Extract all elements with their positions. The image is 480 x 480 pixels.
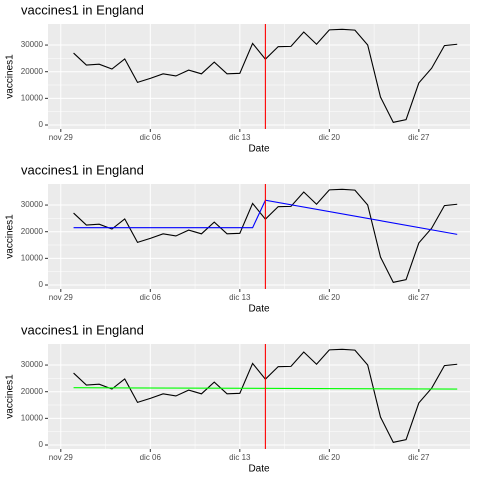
y-tick-label: 20000: [21, 67, 44, 76]
y-tick-label: 10000: [21, 93, 44, 102]
chart-title: vaccines1 in England: [21, 2, 144, 17]
chart-title: vaccines1 in England: [21, 322, 144, 337]
x-tick-label: dic 06: [140, 453, 162, 462]
y-tick-label: 20000: [21, 387, 44, 396]
x-tick-label: dic 27: [408, 453, 430, 462]
chart-title: vaccines1 in England: [21, 162, 144, 177]
plot-panel: [48, 24, 470, 129]
x-tick-label: dic 20: [319, 133, 341, 142]
x-tick-label: dic 06: [140, 133, 162, 142]
x-tick-label: dic 27: [408, 133, 430, 142]
x-tick-label: nov 29: [49, 293, 74, 302]
y-tick-label: 10000: [21, 253, 44, 262]
x-axis-title: Date: [248, 144, 270, 155]
y-axis-title: vaccines1: [5, 374, 16, 419]
x-tick-label: dic 13: [229, 133, 251, 142]
x-tick-label: dic 20: [319, 453, 341, 462]
x-tick-label: dic 13: [229, 453, 251, 462]
y-tick-label: 0: [39, 120, 44, 129]
plot-panel: [48, 344, 470, 449]
y-axis-title: vaccines1: [5, 214, 16, 259]
x-tick-label: dic 06: [140, 293, 162, 302]
y-tick-label: 30000: [21, 200, 44, 209]
series-line: [73, 199, 458, 235]
x-axis-title: Date: [248, 304, 270, 315]
y-tick-label: 10000: [21, 413, 44, 422]
x-tick-label: dic 13: [229, 293, 251, 302]
y-axis-title: vaccines1: [5, 54, 16, 99]
x-tick-label: nov 29: [49, 133, 74, 142]
x-tick-label: dic 27: [408, 293, 430, 302]
y-tick-label: 30000: [21, 360, 44, 369]
y-tick-label: 30000: [21, 40, 44, 49]
x-axis-title: Date: [248, 464, 270, 475]
plot-panel: [48, 184, 470, 289]
y-tick-label: 20000: [21, 227, 44, 236]
x-tick-label: dic 20: [319, 293, 341, 302]
x-tick-label: nov 29: [49, 453, 74, 462]
y-tick-label: 0: [39, 440, 44, 449]
y-tick-label: 0: [39, 280, 44, 289]
